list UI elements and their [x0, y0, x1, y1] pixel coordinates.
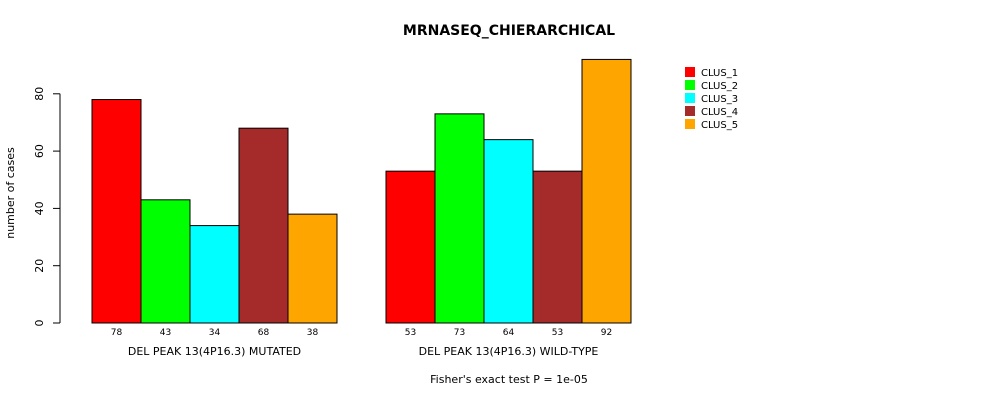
bar-value-label: 68	[258, 328, 270, 338]
bar-clus-1-group-2	[385, 170, 436, 324]
bar-clus-1-group-1	[91, 99, 142, 324]
legend-label-clus-5: CLUS_5	[701, 120, 738, 131]
y-axis: 0 20 40 60 80	[33, 87, 61, 327]
bar-clus-4-group-2	[532, 170, 583, 324]
bar-clus-2-group-2	[434, 113, 485, 324]
group-labels: DEL PEAK 13(4P16.3) MUTATED DEL PEAK 13(4…	[128, 345, 599, 358]
bar-value-label: 38	[307, 328, 319, 338]
y-tick-label: 40	[33, 201, 46, 215]
bar-value-label: 64	[503, 328, 515, 338]
legend-swatch-clus-2	[685, 80, 695, 90]
y-tick-label: 0	[33, 320, 46, 327]
bar-value-label: 43	[160, 328, 171, 338]
bar-value-label: 53	[405, 328, 416, 338]
y-axis-label: number of cases	[4, 147, 17, 239]
bar-clus-3-group-1	[189, 225, 240, 324]
legend: CLUS_1 CLUS_2 CLUS_3 CLUS_4 CLUS_5	[685, 67, 738, 131]
chart-title: MRNASEQ_CHIERARCHICAL	[403, 23, 615, 39]
legend-swatch-clus-3	[685, 93, 695, 103]
fisher-test-footnote: Fisher's exact test P = 1e-05	[430, 373, 588, 386]
bar-value-label: 53	[552, 328, 563, 338]
legend-label-clus-3: CLUS_3	[701, 94, 738, 105]
y-tick-label: 20	[33, 259, 46, 273]
bar-value-label: 92	[601, 328, 612, 338]
legend-label-clus-4: CLUS_4	[701, 107, 738, 118]
bar-clus-5-group-2	[581, 58, 632, 324]
group-label-2: DEL PEAK 13(4P16.3) WILD-TYPE	[419, 345, 599, 358]
bar-clus-3-group-2	[483, 139, 534, 324]
data-labels: 78 43 34 68 38 53 73 64 53 92	[111, 328, 612, 338]
legend-label-clus-2: CLUS_2	[701, 81, 738, 92]
legend-swatch-clus-1	[685, 67, 695, 77]
bar-clus-2-group-1	[140, 199, 191, 324]
legend-swatch-clus-4	[685, 106, 695, 116]
bar-value-label: 34	[209, 328, 221, 338]
y-tick-label: 80	[33, 87, 46, 101]
legend-label-clus-1: CLUS_1	[701, 68, 738, 79]
bar-value-label: 78	[111, 328, 123, 338]
bar-value-label: 73	[454, 328, 465, 338]
bar-clus-5-group-1	[287, 213, 338, 324]
bars	[91, 58, 632, 324]
group-label-1: DEL PEAK 13(4P16.3) MUTATED	[128, 345, 301, 358]
legend-swatch-clus-5	[685, 119, 695, 129]
y-tick-label: 60	[33, 144, 46, 158]
bar-clus-4-group-1	[238, 127, 289, 324]
